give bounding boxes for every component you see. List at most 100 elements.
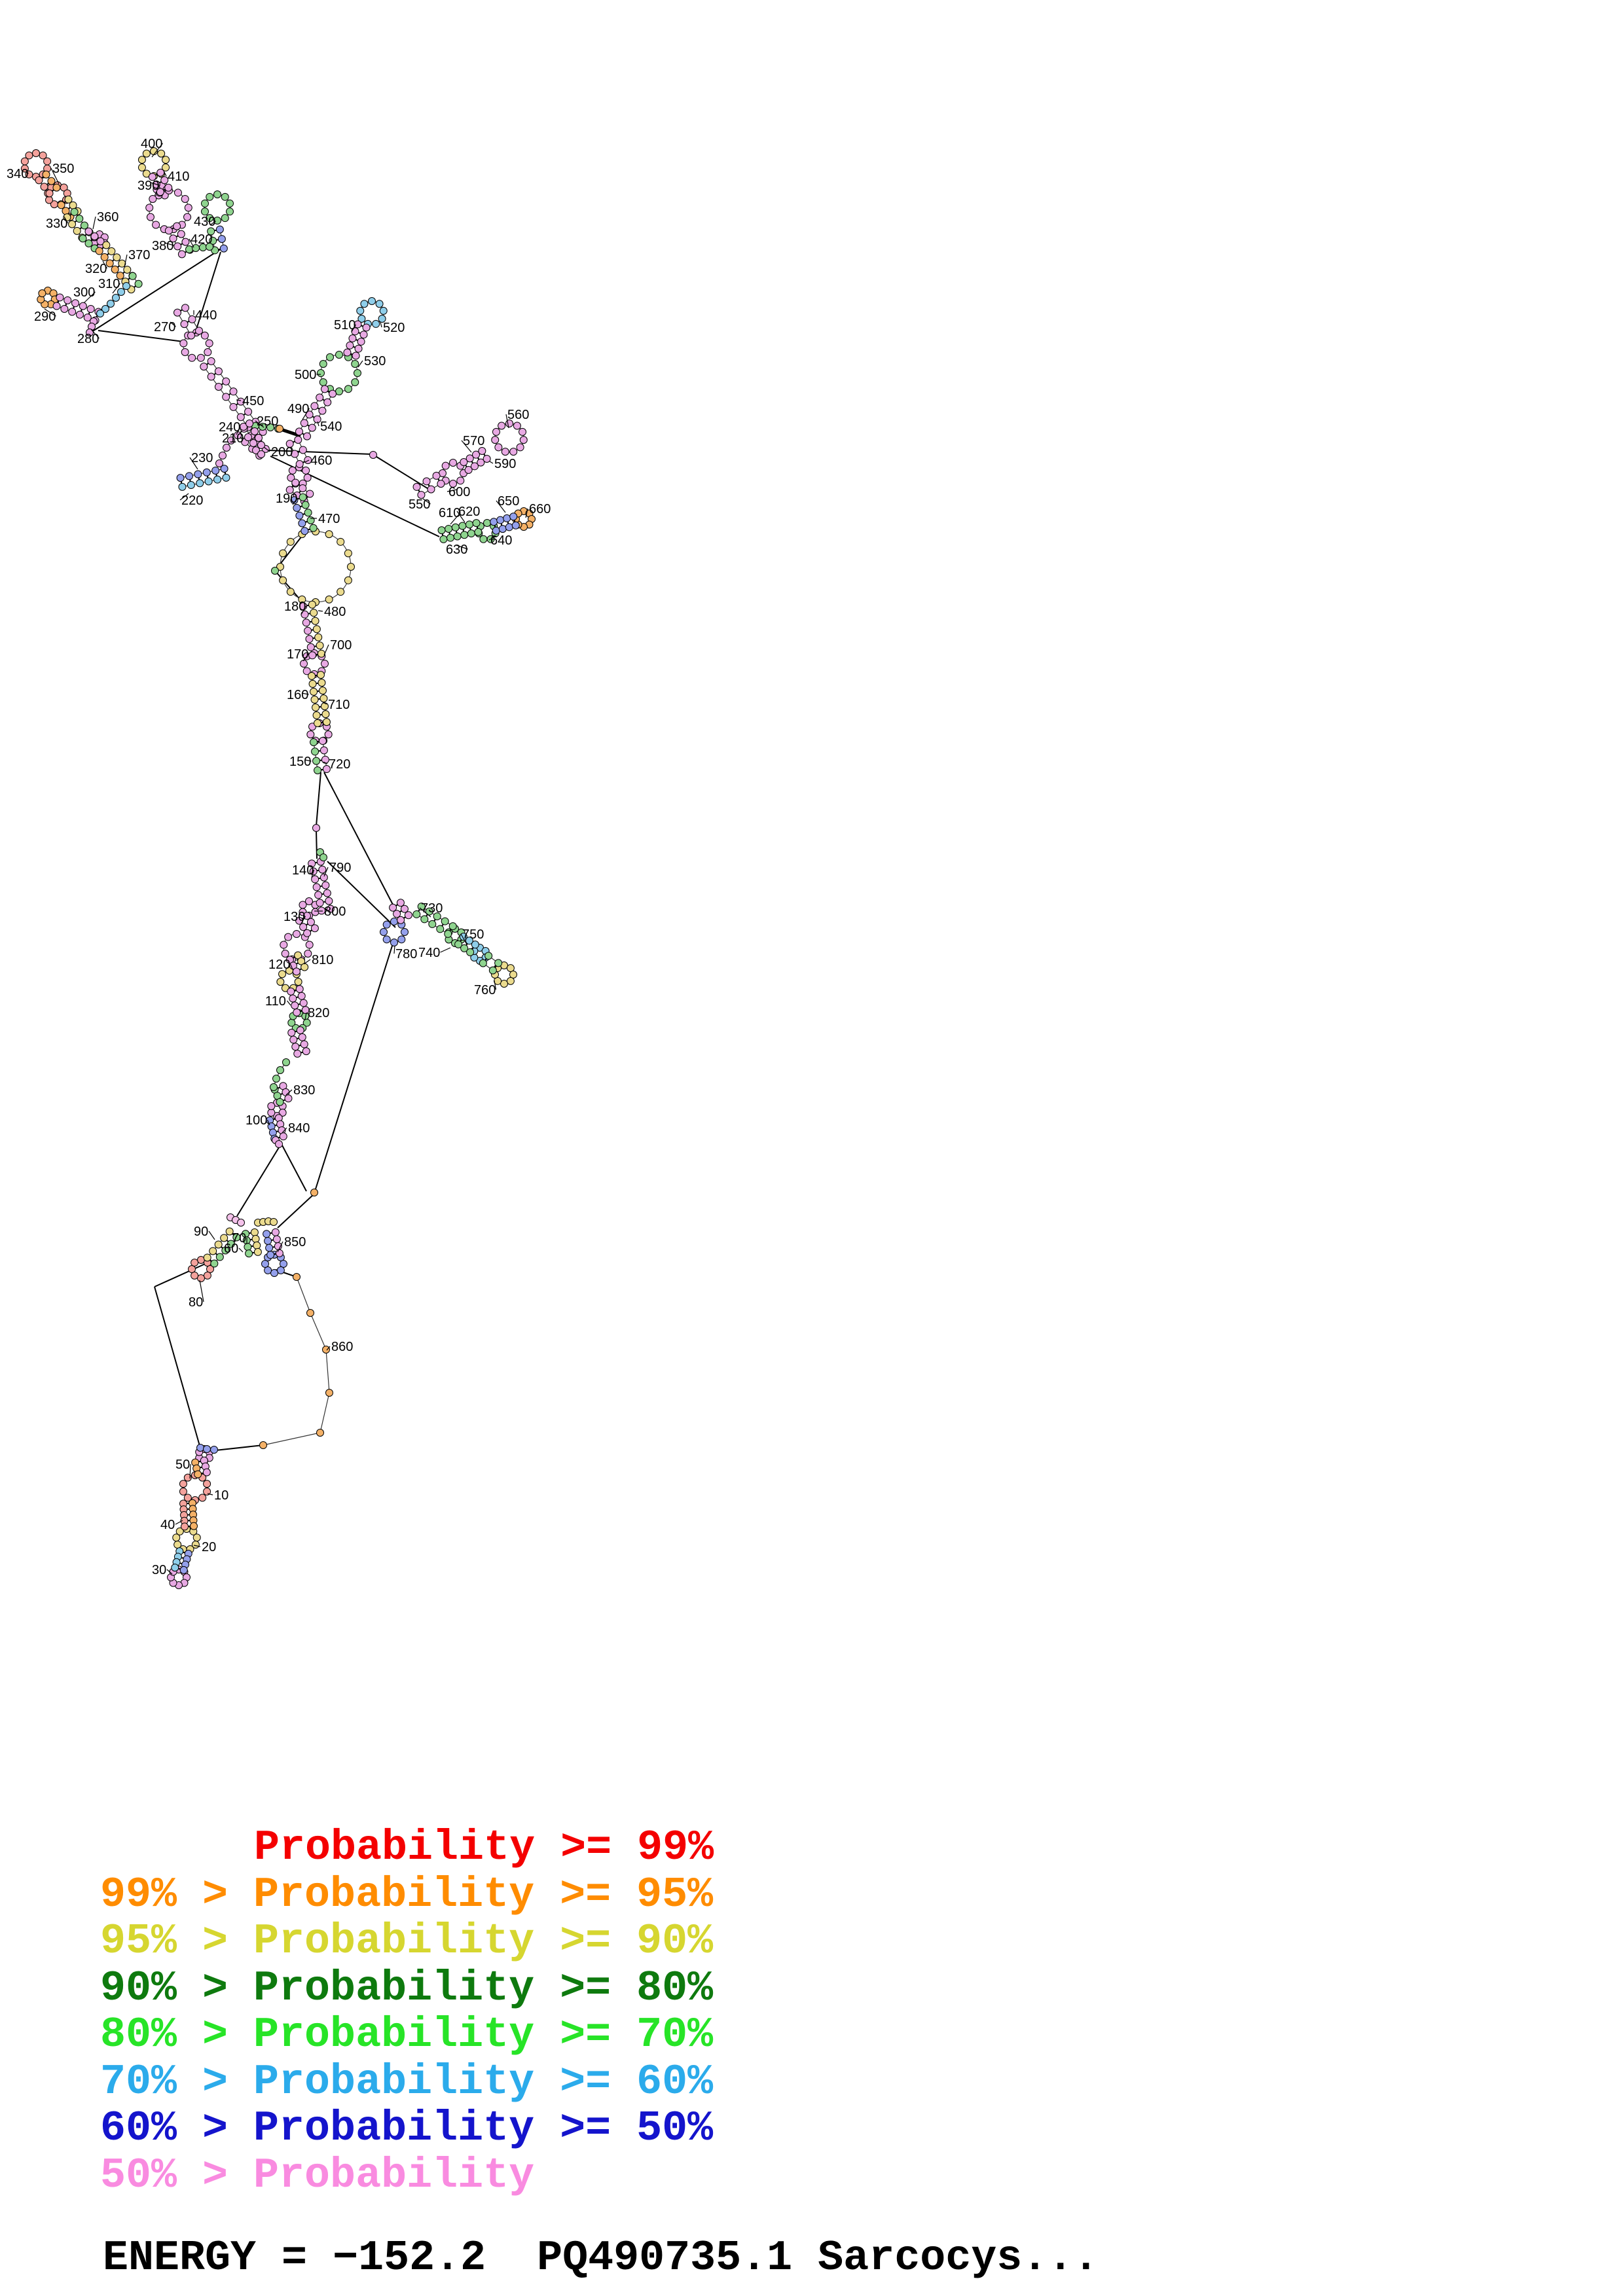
loop-nucleotide-dot xyxy=(179,1487,187,1496)
label-leader-line xyxy=(236,426,242,435)
residue-number-label: 660 xyxy=(529,502,551,516)
label-leader-line xyxy=(285,1089,293,1096)
label-leader-line xyxy=(255,420,264,428)
helix-nucleotide-dot xyxy=(511,521,520,529)
loop-nucleotide-dot xyxy=(335,387,343,395)
helix-nucleotide-dot xyxy=(118,259,126,268)
helix-nucleotide-dot xyxy=(189,1522,198,1530)
helix-nucleotide-dot xyxy=(222,377,230,386)
legend-line-60-70: 70% > Probability >= 60% xyxy=(100,2058,714,2106)
loop-nucleotide-dot xyxy=(179,1480,187,1488)
loop-nucleotide-dot xyxy=(152,221,160,229)
helix-nucleotide-dot xyxy=(318,737,327,745)
loop-nucleotide-dot xyxy=(325,595,333,603)
helix-nucleotide-dot xyxy=(448,922,457,931)
residue-number-label: 640 xyxy=(490,533,512,548)
helix-nucleotide-dot xyxy=(323,889,331,897)
loop-nucleotide-dot xyxy=(162,156,170,164)
loop-nucleotide-dot xyxy=(456,476,465,485)
strand-nucleotide-dot xyxy=(322,1346,330,1354)
loop-nucleotide-dot xyxy=(173,1541,182,1549)
helix-nucleotide-dot xyxy=(42,170,50,179)
helix-nucleotide-dot xyxy=(297,992,306,1000)
loop-nucleotide-dot xyxy=(175,1527,184,1535)
label-leader-line xyxy=(301,916,306,924)
loop-nucleotide-dot xyxy=(191,1541,200,1549)
residue-number-label: 300 xyxy=(73,285,95,300)
helix-nucleotide-dot xyxy=(236,413,245,422)
residue-number-label: 210 xyxy=(222,431,244,446)
residue-number-label: 450 xyxy=(242,394,264,408)
helix-nucleotide-dot xyxy=(300,1040,308,1049)
strand-nucleotide-dot xyxy=(275,1140,283,1148)
helix-nucleotide-dot xyxy=(265,1244,274,1252)
backbone-connector-line xyxy=(323,772,393,905)
loop-nucleotide-dot xyxy=(302,1018,311,1027)
helix-nucleotide-dot xyxy=(472,450,481,459)
label-leader-line xyxy=(210,221,216,225)
helix-nucleotide-dot xyxy=(295,460,304,469)
label-leader-line xyxy=(236,399,242,401)
loop-nucleotide-dot xyxy=(397,935,406,944)
loop-nucleotide-dot xyxy=(441,461,450,470)
helix-nucleotide-dot xyxy=(295,427,303,436)
helix-nucleotide-dot xyxy=(321,755,329,764)
strand-nucleotide-dot xyxy=(246,420,253,427)
backbone-connector-line xyxy=(154,1261,210,1287)
helix-nucleotide-dot xyxy=(211,246,219,255)
helix-nucleotide-dot xyxy=(169,234,177,243)
loop-nucleotide-dot xyxy=(351,378,359,386)
helix-nucleotide-dot xyxy=(318,679,326,687)
helix-nucleotide-dot xyxy=(458,522,467,530)
legend-line-80-90: 90% > Probability >= 80% xyxy=(100,1964,714,2013)
loop-nucleotide-dot xyxy=(337,537,345,546)
helix-nucleotide-dot xyxy=(302,1047,310,1056)
helix-nucleotide-dot xyxy=(312,625,321,634)
label-leader-line xyxy=(494,980,497,990)
strand-nucleotide-dot xyxy=(257,450,265,458)
helix-nucleotide-dot xyxy=(180,320,189,329)
helix-nucleotide-dot xyxy=(313,415,321,423)
loop-nucleotide-dot xyxy=(380,928,388,936)
loop-nucleotide-dot xyxy=(213,217,221,224)
helix-nucleotide-dot xyxy=(100,253,109,261)
helix-nucleotide-dot xyxy=(251,1234,260,1243)
strand-nucleotide-dot xyxy=(251,427,259,435)
label-leader-line xyxy=(440,947,451,953)
helix-nucleotide-dot xyxy=(250,1228,259,1236)
label-leader-line xyxy=(263,446,270,452)
helix-nucleotide-dot xyxy=(177,230,185,238)
helix-nucleotide-dot xyxy=(436,925,445,933)
loop-nucleotide-dot xyxy=(305,897,313,905)
loop-nucleotide-dot xyxy=(324,730,333,739)
helix-nucleotide-dot xyxy=(213,475,222,484)
helix-nucleotide-dot xyxy=(181,304,190,312)
helix-nucleotide-dot xyxy=(222,473,230,482)
label-leader-line xyxy=(351,324,357,332)
loop-nucleotide-dot xyxy=(276,1266,285,1274)
loop-nucleotide-dot xyxy=(179,339,188,348)
loop-nucleotide-dot xyxy=(200,199,209,207)
label-leader-line xyxy=(26,171,29,174)
helix-nucleotide-dot xyxy=(302,619,310,627)
residue-number-label: 570 xyxy=(463,434,484,448)
loop-nucleotide-dot xyxy=(287,1018,296,1027)
helix-nucleotide-dot xyxy=(425,907,433,916)
residue-number-label: 810 xyxy=(312,953,333,967)
residue-number-label: 460 xyxy=(310,454,332,468)
label-leader-line xyxy=(179,493,189,501)
strand-nucleotide-dot xyxy=(210,1446,218,1454)
strand-nucleotide-dot xyxy=(86,329,94,336)
residue-number-label: 250 xyxy=(257,414,278,429)
helix-nucleotide-dot xyxy=(71,299,80,308)
loop-nucleotide-dot xyxy=(356,306,365,315)
helix-nucleotide-dot xyxy=(417,491,426,499)
loop-nucleotide-dot xyxy=(226,199,234,207)
helix-nucleotide-dot xyxy=(300,419,308,427)
loop-nucleotide-dot xyxy=(304,950,312,958)
loop-nucleotide-dot xyxy=(360,300,369,308)
residue-number-label: 290 xyxy=(34,310,56,324)
helix-nucleotide-dot xyxy=(310,687,318,696)
loop-nucleotide-dot xyxy=(294,978,302,986)
